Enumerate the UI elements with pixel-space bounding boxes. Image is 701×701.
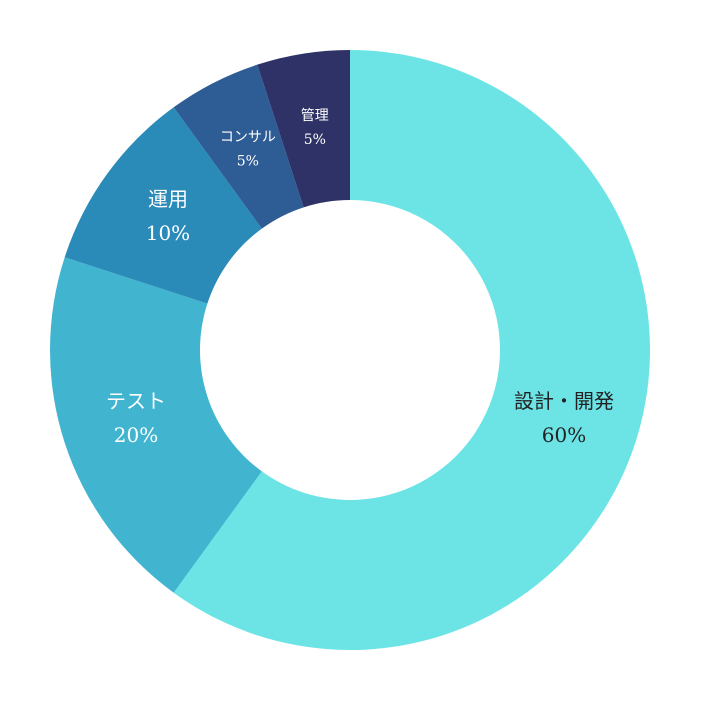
slice <box>64 107 262 304</box>
value-label: 5% <box>237 154 259 170</box>
slice-label: 管理 <box>301 108 329 124</box>
slice <box>50 257 262 593</box>
value-label: 60% <box>542 423 586 447</box>
slice-label: テスト <box>106 389 166 413</box>
value-label: 5% <box>304 132 326 148</box>
slice-label: コンサル <box>220 130 276 146</box>
value-label: 20% <box>114 423 158 447</box>
slice-label: 設計・開発 <box>514 389 614 413</box>
slice <box>173 50 650 650</box>
slice <box>257 50 350 208</box>
slice-label: 運用 <box>148 187 188 211</box>
value-label: 10% <box>146 221 190 245</box>
slice <box>173 64 304 229</box>
